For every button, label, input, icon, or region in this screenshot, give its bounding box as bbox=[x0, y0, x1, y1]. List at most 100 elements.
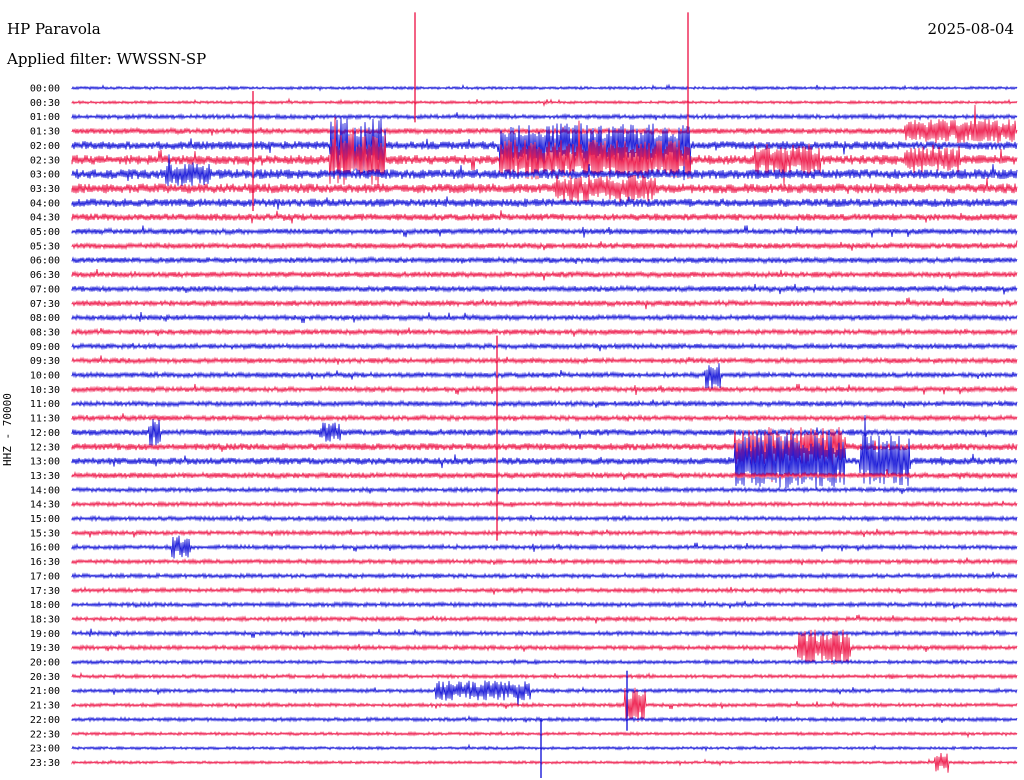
time-label: 11:30 bbox=[30, 414, 60, 425]
trace-row bbox=[71, 500, 1018, 508]
trace-row bbox=[71, 83, 1018, 92]
time-label: 23:00 bbox=[30, 744, 60, 755]
trace-row bbox=[71, 117, 1018, 181]
trace-row bbox=[71, 312, 1018, 324]
trace-row bbox=[71, 730, 1018, 739]
trace-row bbox=[71, 327, 1018, 337]
trace-row bbox=[71, 225, 1018, 238]
time-label: 22:00 bbox=[30, 715, 60, 726]
time-label: 02:00 bbox=[30, 141, 60, 152]
time-label: 06:00 bbox=[30, 256, 60, 267]
trace-row bbox=[71, 557, 1018, 566]
trace-row bbox=[71, 571, 1018, 580]
time-label: 18:00 bbox=[30, 600, 60, 611]
trace-row bbox=[71, 658, 1018, 666]
time-label: 05:30 bbox=[30, 241, 60, 252]
trace-row bbox=[71, 427, 1018, 483]
time-label: 23:30 bbox=[30, 758, 60, 769]
time-label: 20:30 bbox=[30, 672, 60, 683]
time-label: 14:30 bbox=[30, 500, 60, 511]
time-label: 12:00 bbox=[30, 428, 60, 439]
trace-row bbox=[71, 629, 1018, 665]
trace-row bbox=[71, 255, 1018, 265]
time-label: 01:30 bbox=[30, 127, 60, 138]
time-label: 11:00 bbox=[30, 399, 60, 410]
trace-row bbox=[71, 240, 1018, 251]
filter-label: Applied filter: WWSSN-SP bbox=[7, 50, 207, 68]
date-label: 2025-08-04 bbox=[927, 20, 1014, 38]
trace-row bbox=[71, 600, 1018, 609]
time-label: 07:00 bbox=[30, 284, 60, 295]
trace-row bbox=[71, 413, 1018, 423]
trace-row bbox=[71, 671, 1018, 681]
trace-row bbox=[71, 210, 1018, 224]
time-label: 13:00 bbox=[30, 457, 60, 468]
time-label: 17:30 bbox=[30, 586, 60, 597]
time-label: 08:00 bbox=[30, 313, 60, 324]
trace-row bbox=[71, 112, 1018, 121]
time-label: 04:00 bbox=[30, 198, 60, 209]
trace-row bbox=[71, 419, 1018, 446]
time-label: 15:30 bbox=[30, 528, 60, 539]
trace-row bbox=[71, 528, 1018, 538]
time-label: 08:30 bbox=[30, 327, 60, 338]
time-label: 06:30 bbox=[30, 270, 60, 281]
time-label: 22:30 bbox=[30, 729, 60, 740]
time-label: 12:30 bbox=[30, 442, 60, 453]
time-label: 10:30 bbox=[30, 385, 60, 396]
time-label: 17:00 bbox=[30, 571, 60, 582]
trace-row bbox=[71, 715, 1018, 724]
time-label: 00:00 bbox=[30, 84, 60, 95]
time-label: 19:30 bbox=[30, 643, 60, 654]
trace-row bbox=[71, 485, 1018, 495]
trace-row bbox=[71, 383, 1018, 395]
time-label: 00:30 bbox=[30, 98, 60, 109]
trace-row bbox=[71, 614, 1018, 624]
trace-row bbox=[71, 743, 1018, 753]
trace-row bbox=[71, 585, 1018, 595]
time-label: 14:00 bbox=[30, 485, 60, 496]
time-label: 05:00 bbox=[30, 227, 60, 238]
time-label: 20:00 bbox=[30, 658, 60, 669]
trace-row bbox=[71, 97, 1018, 108]
time-label: 02:30 bbox=[30, 155, 60, 166]
trace-row bbox=[71, 680, 1018, 707]
trace-row bbox=[71, 269, 1018, 281]
station-title: HP Paravola bbox=[7, 20, 101, 38]
trace-row bbox=[71, 104, 1018, 144]
time-label: 09:30 bbox=[30, 356, 60, 367]
trace-row bbox=[71, 687, 1018, 723]
trace-row bbox=[71, 535, 1018, 559]
trace-row bbox=[71, 297, 1018, 310]
time-label: 07:30 bbox=[30, 299, 60, 310]
time-label: 10:00 bbox=[30, 371, 60, 382]
time-label: 03:30 bbox=[30, 184, 60, 195]
time-label: 16:00 bbox=[30, 543, 60, 554]
time-label: 21:30 bbox=[30, 701, 60, 712]
time-label: 09:00 bbox=[30, 342, 60, 353]
trace-row bbox=[71, 752, 1018, 773]
trace-row bbox=[71, 415, 1018, 489]
time-label: 19:00 bbox=[30, 629, 60, 640]
trace-row bbox=[71, 399, 1018, 409]
time-label: 15:00 bbox=[30, 514, 60, 525]
trace-row bbox=[71, 196, 1018, 210]
trace-row bbox=[71, 154, 1018, 186]
time-label: 21:00 bbox=[30, 686, 60, 697]
time-label: 03:00 bbox=[30, 170, 60, 181]
trace-row bbox=[71, 363, 1018, 389]
time-label: 04:30 bbox=[30, 213, 60, 224]
trace-row bbox=[71, 469, 1018, 480]
time-label: 16:30 bbox=[30, 557, 60, 568]
time-label: 18:30 bbox=[30, 614, 60, 625]
trace-row bbox=[71, 174, 1018, 203]
trace-row bbox=[71, 355, 1018, 365]
trace-row bbox=[71, 628, 1018, 638]
time-label: 13:30 bbox=[30, 471, 60, 482]
trace-row bbox=[71, 514, 1018, 523]
trace-row bbox=[71, 283, 1018, 295]
time-label: 01:00 bbox=[30, 112, 60, 123]
trace-row bbox=[71, 342, 1018, 352]
